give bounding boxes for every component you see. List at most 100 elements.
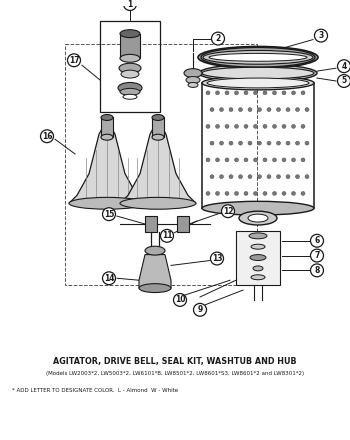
Ellipse shape [202, 202, 314, 215]
Circle shape [229, 108, 233, 112]
Circle shape [305, 141, 309, 145]
Circle shape [292, 158, 295, 162]
Circle shape [292, 91, 295, 95]
Circle shape [305, 175, 309, 179]
Ellipse shape [188, 82, 198, 88]
Circle shape [292, 125, 295, 128]
Circle shape [337, 75, 350, 88]
Text: AGITATOR, DRIVE BELL, SEAL KIT, WASHTUB AND HUB: AGITATOR, DRIVE BELL, SEAL KIT, WASHTUB … [53, 356, 297, 366]
Circle shape [273, 91, 277, 95]
Ellipse shape [199, 64, 317, 82]
Circle shape [248, 141, 252, 145]
Circle shape [315, 29, 328, 42]
Circle shape [267, 108, 271, 112]
Circle shape [238, 108, 243, 112]
Ellipse shape [198, 47, 318, 68]
Circle shape [253, 91, 258, 95]
Circle shape [286, 141, 290, 145]
Text: 15: 15 [104, 209, 114, 219]
Circle shape [216, 191, 219, 195]
Circle shape [174, 293, 187, 306]
Bar [65, 44, 257, 285]
Circle shape [310, 264, 323, 277]
Ellipse shape [139, 284, 171, 293]
Circle shape [210, 108, 214, 112]
Ellipse shape [118, 82, 142, 93]
Circle shape [295, 175, 300, 179]
Circle shape [225, 125, 229, 128]
Circle shape [273, 158, 277, 162]
Circle shape [248, 175, 252, 179]
Circle shape [295, 108, 300, 112]
Text: 9: 9 [197, 305, 203, 314]
Circle shape [244, 158, 248, 162]
Circle shape [234, 125, 238, 128]
Circle shape [305, 108, 309, 112]
Circle shape [301, 125, 305, 128]
Circle shape [210, 141, 214, 145]
Circle shape [276, 141, 280, 145]
Circle shape [286, 175, 290, 179]
Circle shape [229, 141, 233, 145]
Ellipse shape [145, 246, 165, 255]
Text: 13: 13 [212, 254, 222, 263]
Text: 17: 17 [69, 56, 79, 65]
Circle shape [282, 125, 286, 128]
Ellipse shape [186, 77, 200, 84]
Ellipse shape [152, 114, 164, 121]
Circle shape [234, 191, 238, 195]
Text: 16: 16 [42, 132, 52, 141]
Text: 10: 10 [175, 295, 185, 304]
Circle shape [161, 229, 174, 242]
Circle shape [68, 54, 80, 67]
Ellipse shape [120, 30, 140, 37]
Bar [152, 117, 164, 137]
Bar [145, 216, 157, 232]
Circle shape [219, 175, 224, 179]
Ellipse shape [119, 63, 141, 73]
Text: 11: 11 [162, 231, 172, 240]
Ellipse shape [101, 134, 113, 140]
Circle shape [234, 91, 238, 95]
Polygon shape [69, 120, 145, 203]
Circle shape [238, 141, 243, 145]
Polygon shape [139, 255, 171, 288]
Circle shape [263, 191, 267, 195]
Ellipse shape [203, 51, 313, 64]
Circle shape [216, 125, 219, 128]
Ellipse shape [202, 76, 314, 90]
Ellipse shape [207, 78, 309, 88]
Circle shape [225, 158, 229, 162]
Circle shape [206, 158, 210, 162]
Circle shape [301, 158, 305, 162]
Circle shape [253, 158, 258, 162]
Circle shape [103, 208, 116, 220]
Circle shape [216, 158, 219, 162]
Ellipse shape [253, 266, 263, 271]
Ellipse shape [120, 198, 196, 209]
Polygon shape [120, 120, 196, 203]
Circle shape [229, 175, 233, 179]
Text: 3: 3 [318, 31, 324, 40]
Text: 1: 1 [127, 0, 133, 8]
Ellipse shape [120, 88, 140, 95]
Circle shape [301, 191, 305, 195]
Circle shape [225, 91, 229, 95]
Circle shape [211, 32, 224, 45]
Circle shape [258, 141, 261, 145]
Text: 12: 12 [223, 207, 233, 216]
Circle shape [337, 60, 350, 73]
Circle shape [244, 191, 248, 195]
Circle shape [273, 125, 277, 128]
Circle shape [206, 191, 210, 195]
Text: 2: 2 [215, 34, 220, 43]
Ellipse shape [251, 244, 265, 249]
Ellipse shape [101, 114, 113, 121]
Text: 5: 5 [342, 77, 346, 85]
Circle shape [263, 158, 267, 162]
Circle shape [206, 125, 210, 128]
Circle shape [216, 91, 219, 95]
Circle shape [234, 158, 238, 162]
Circle shape [210, 252, 224, 265]
Ellipse shape [152, 134, 164, 140]
